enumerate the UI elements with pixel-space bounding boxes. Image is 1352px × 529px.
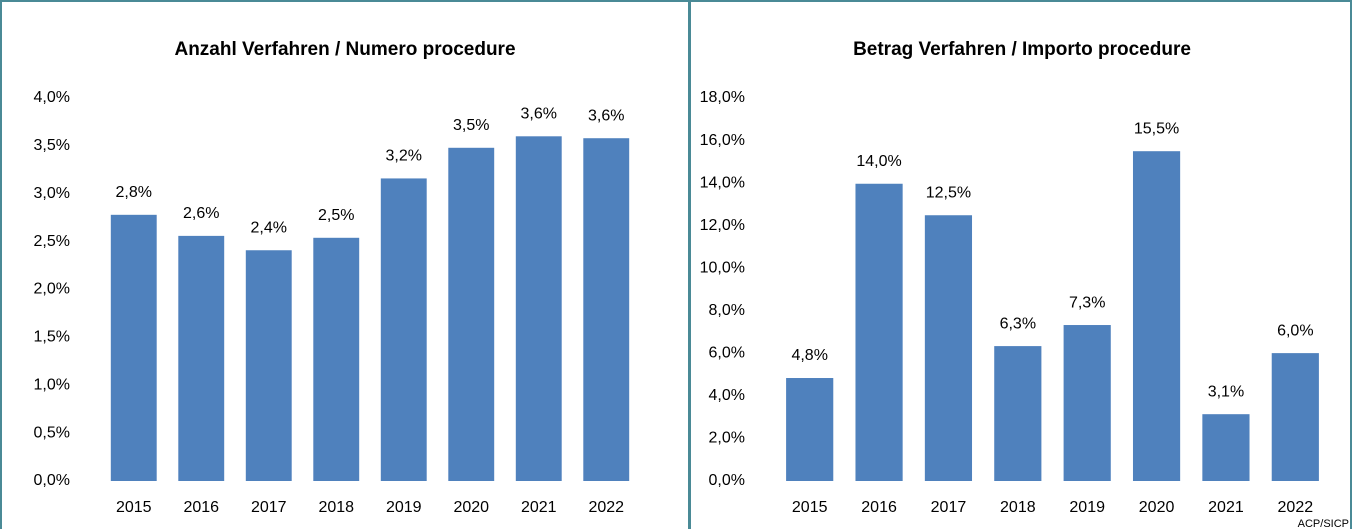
x-tick-label: 2020 — [1139, 499, 1175, 516]
y-tick-label: 2,0% — [709, 430, 745, 447]
bar — [178, 235, 225, 481]
bar — [924, 215, 973, 482]
y-tick-label: 0,0% — [34, 472, 70, 489]
x-tick-label: 2018 — [1000, 499, 1036, 516]
data-label: 14,0% — [856, 153, 901, 170]
data-label: 3,5% — [453, 117, 489, 134]
x-tick-label: 2022 — [1278, 499, 1314, 516]
y-tick-label: 6,0% — [709, 345, 745, 362]
y-tick-label: 2,5% — [34, 233, 70, 250]
data-label: 12,5% — [926, 184, 971, 201]
x-tick-label: 2019 — [1069, 499, 1105, 516]
data-label: 7,3% — [1069, 294, 1105, 311]
x-tick-label: 2015 — [116, 499, 152, 516]
bar — [245, 250, 292, 481]
panel-border — [689, 0, 1352, 529]
x-tick-label: 2021 — [521, 499, 557, 516]
bar — [583, 138, 630, 481]
y-tick-label: 18,0% — [700, 89, 745, 106]
data-label: 2,8% — [116, 184, 152, 201]
data-label: 2,5% — [318, 207, 354, 224]
x-tick-label: 2016 — [183, 499, 219, 516]
data-label: 2,6% — [183, 205, 219, 222]
y-tick-label: 0,5% — [34, 424, 70, 441]
y-tick-label: 12,0% — [700, 217, 745, 234]
x-tick-label: 2021 — [1208, 499, 1244, 516]
chart-title: Anzahl Verfahren / Numero procedure — [174, 39, 515, 60]
footnote: ACP/SICP — [1298, 518, 1349, 529]
bar — [515, 136, 562, 482]
data-label: 3,2% — [386, 148, 422, 165]
y-tick-label: 14,0% — [700, 174, 745, 191]
data-label: 6,0% — [1277, 322, 1313, 339]
data-label: 15,5% — [1134, 120, 1179, 137]
chart-title: Betrag Verfahren / Importo procedure — [853, 39, 1191, 60]
bar — [380, 178, 427, 481]
y-tick-label: 8,0% — [709, 302, 745, 319]
data-label: 4,8% — [791, 347, 827, 364]
data-label: 6,3% — [1000, 315, 1036, 332]
bar — [994, 346, 1042, 481]
bar — [448, 147, 495, 482]
bar — [1132, 151, 1181, 481]
y-tick-label: 0,0% — [709, 472, 745, 489]
y-tick-label: 4,0% — [709, 387, 745, 404]
x-tick-label: 2017 — [251, 499, 287, 516]
y-tick-label: 4,0% — [34, 89, 70, 106]
y-tick-label: 2,0% — [34, 281, 70, 298]
bar — [1202, 414, 1250, 481]
y-tick-label: 1,0% — [34, 376, 70, 393]
y-tick-label: 3,5% — [34, 137, 70, 154]
y-tick-label: 3,0% — [34, 185, 70, 202]
bar — [1271, 353, 1319, 481]
y-tick-label: 1,5% — [34, 329, 70, 346]
x-tick-label: 2018 — [318, 499, 354, 516]
bar — [1063, 325, 1111, 481]
bar — [110, 214, 157, 481]
bar — [313, 237, 360, 481]
x-tick-label: 2022 — [588, 499, 624, 516]
bar — [855, 183, 903, 481]
data-label: 2,4% — [251, 219, 287, 236]
x-tick-label: 2019 — [386, 499, 422, 516]
x-tick-label: 2015 — [792, 499, 828, 516]
x-tick-label: 2020 — [453, 499, 489, 516]
x-tick-label: 2016 — [861, 499, 897, 516]
y-tick-label: 10,0% — [700, 259, 745, 276]
data-label: 3,1% — [1208, 383, 1244, 400]
data-label: 3,6% — [521, 106, 557, 123]
y-tick-label: 16,0% — [700, 132, 745, 149]
bar — [786, 378, 834, 481]
data-label: 3,6% — [588, 107, 624, 124]
x-tick-label: 2017 — [931, 499, 967, 516]
